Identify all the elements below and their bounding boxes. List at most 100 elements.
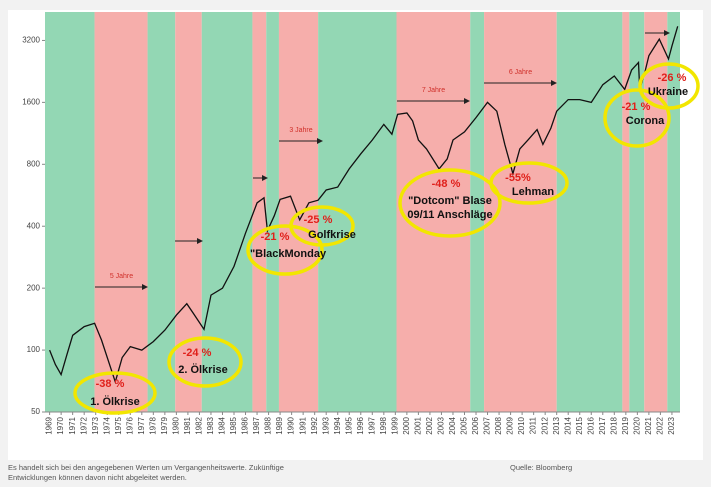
- annotation-label: Golfkrise: [308, 229, 356, 241]
- highlight-ellipse: [73, 371, 157, 415]
- x-tick-label: 2006: [471, 416, 480, 434]
- x-tick-label: 1992: [310, 416, 319, 434]
- annotation-change: -21 %: [261, 231, 290, 243]
- x-tick-label: 1998: [379, 416, 388, 434]
- footnote: Es handelt sich bei den angegebenen Wert…: [8, 463, 284, 472]
- y-tick-label: 3200: [22, 36, 40, 45]
- phase-region: [252, 12, 267, 412]
- source: Quelle: Bloomberg: [510, 463, 572, 472]
- x-tick-label: 1997: [367, 416, 376, 434]
- annotation-label: Corona: [626, 115, 665, 127]
- x-tick-label: 1976: [125, 416, 134, 434]
- y-tick-label: 1600: [22, 97, 40, 106]
- arrow-label: 5 Jahre: [110, 273, 133, 280]
- x-tick-label: 1990: [287, 416, 296, 434]
- x-tick-label: 2008: [494, 416, 503, 434]
- annotation-change: -48 %: [432, 178, 461, 190]
- arrow-head: [197, 238, 203, 244]
- x-tick-label: 2013: [552, 416, 561, 434]
- y-tick-label: 200: [27, 283, 41, 292]
- x-tick-label: 2023: [667, 416, 676, 434]
- x-tick-label: 2017: [598, 416, 607, 434]
- y-tick-label: 800: [27, 159, 41, 168]
- x-tick-label: 1987: [252, 416, 261, 434]
- highlight-ellipse: [289, 205, 355, 247]
- phase-region: [147, 12, 176, 412]
- x-tick-label: 2015: [575, 416, 584, 434]
- x-tick-label: 2009: [506, 416, 515, 434]
- x-tick-label: 1979: [160, 416, 169, 434]
- x-tick-label: 1971: [68, 416, 77, 434]
- arrow-head: [664, 30, 670, 36]
- x-tick-label: 1978: [148, 416, 157, 434]
- annotation-label: 2. Ölkrise: [178, 363, 228, 376]
- annotation-label: 1. Ölkrise: [90, 395, 140, 408]
- x-tick-label: 2011: [529, 416, 538, 434]
- x-tick-label: 2021: [644, 416, 653, 434]
- highlight-ellipse: [638, 62, 700, 110]
- phase-region: [484, 12, 557, 412]
- highlight-ellipse: [246, 224, 324, 276]
- x-tick-label: 1984: [218, 416, 227, 434]
- x-tick-label: 2000: [402, 416, 411, 434]
- arrow-label: 6 Jahre: [509, 69, 532, 76]
- highlight-ellipse: [603, 88, 671, 148]
- footnote: Entwicklungen können davon nicht abgelei…: [8, 473, 187, 482]
- x-tick-label: 2001: [414, 416, 423, 434]
- arrow-head: [262, 175, 268, 181]
- annotation-change: -38 %: [96, 378, 125, 390]
- x-tick-label: 1981: [183, 416, 192, 434]
- phase-region: [667, 12, 680, 412]
- phase-region: [629, 12, 645, 412]
- annotation-change: -24 %: [183, 347, 212, 359]
- x-tick-label: 1972: [79, 416, 88, 434]
- x-tick-label: 2022: [656, 416, 665, 434]
- annotation-label: Lehman: [512, 186, 554, 198]
- y-tick-label: 100: [27, 345, 41, 354]
- phase-region: [45, 12, 95, 412]
- x-tick-label: 1995: [344, 416, 353, 434]
- x-tick-label: 2003: [437, 416, 446, 434]
- arrow-head: [464, 98, 470, 104]
- x-tick-label: 2005: [460, 416, 469, 434]
- annotation-change: -55%: [505, 172, 531, 184]
- index-line: [48, 26, 679, 385]
- arrow-head: [317, 138, 323, 144]
- phase-region: [266, 12, 279, 412]
- phase-region: [94, 12, 148, 412]
- x-tick-label: 1977: [137, 416, 146, 434]
- x-tick-label: 2020: [632, 416, 641, 434]
- x-tick-label: 2014: [563, 416, 572, 434]
- x-tick-label: 1970: [56, 416, 65, 434]
- x-tick-label: 1985: [229, 416, 238, 434]
- x-tick-label: 2002: [425, 416, 434, 434]
- x-tick-label: 2018: [609, 416, 618, 434]
- annotation-label: Ukraine: [648, 86, 688, 98]
- x-tick-label: 1973: [91, 416, 100, 434]
- phase-region: [318, 12, 397, 412]
- x-tick-label: 2004: [448, 416, 457, 434]
- phase-region: [396, 12, 471, 412]
- phase-region: [556, 12, 623, 412]
- x-tick-label: 2007: [483, 416, 492, 434]
- annotation-change: -21 %: [622, 101, 651, 113]
- arrow-head: [551, 80, 557, 86]
- arrow-label: 7 Jahre: [422, 87, 445, 94]
- phase-region: [622, 12, 630, 412]
- x-tick-label: 1969: [45, 416, 54, 434]
- annotation-label: 09/11 Anschläge: [407, 209, 492, 221]
- x-tick-label: 1986: [241, 416, 250, 434]
- y-tick-label: 400: [27, 221, 41, 230]
- x-tick-label: 1983: [206, 416, 215, 434]
- x-tick-label: 2019: [621, 416, 630, 434]
- arrow-head: [142, 284, 148, 290]
- x-tick-label: 2010: [517, 416, 526, 434]
- phase-region: [201, 12, 253, 412]
- arrow-label: 3 Jahre: [289, 127, 312, 134]
- x-tick-label: 1996: [356, 416, 365, 434]
- annotation-label: "BlackMonday: [250, 248, 327, 260]
- highlight-ellipse: [167, 336, 243, 388]
- y-tick-label: 50: [31, 407, 40, 416]
